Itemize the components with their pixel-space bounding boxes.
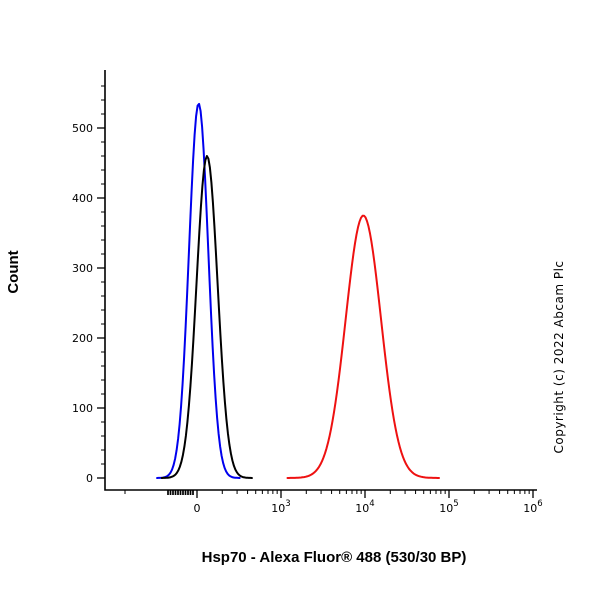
svg-text:103: 103 xyxy=(271,499,290,515)
svg-text:400: 400 xyxy=(72,192,93,205)
copyright-text: Copyright (c) 2022 Abcam Plc xyxy=(552,260,566,453)
svg-text:500: 500 xyxy=(72,122,93,135)
svg-text:104: 104 xyxy=(355,499,374,515)
svg-text:100: 100 xyxy=(72,402,93,415)
svg-text:105: 105 xyxy=(439,499,458,515)
black-histogram-curve xyxy=(160,155,253,479)
x-axis-title: Hsp70 - Alexa Fluor® 488 (530/30 BP) xyxy=(202,549,467,566)
blue-histogram-curve xyxy=(156,102,241,479)
y-axis-title: Count xyxy=(5,250,22,293)
svg-text:300: 300 xyxy=(72,262,93,275)
plot-area: 0 100 200 300 400 500 0 103 104 105 106 xyxy=(72,70,543,515)
svg-text:200: 200 xyxy=(72,332,93,345)
svg-text:0: 0 xyxy=(194,502,201,515)
red-histogram-curve xyxy=(286,214,440,479)
svg-text:106: 106 xyxy=(523,499,542,515)
svg-text:0: 0 xyxy=(86,472,93,485)
